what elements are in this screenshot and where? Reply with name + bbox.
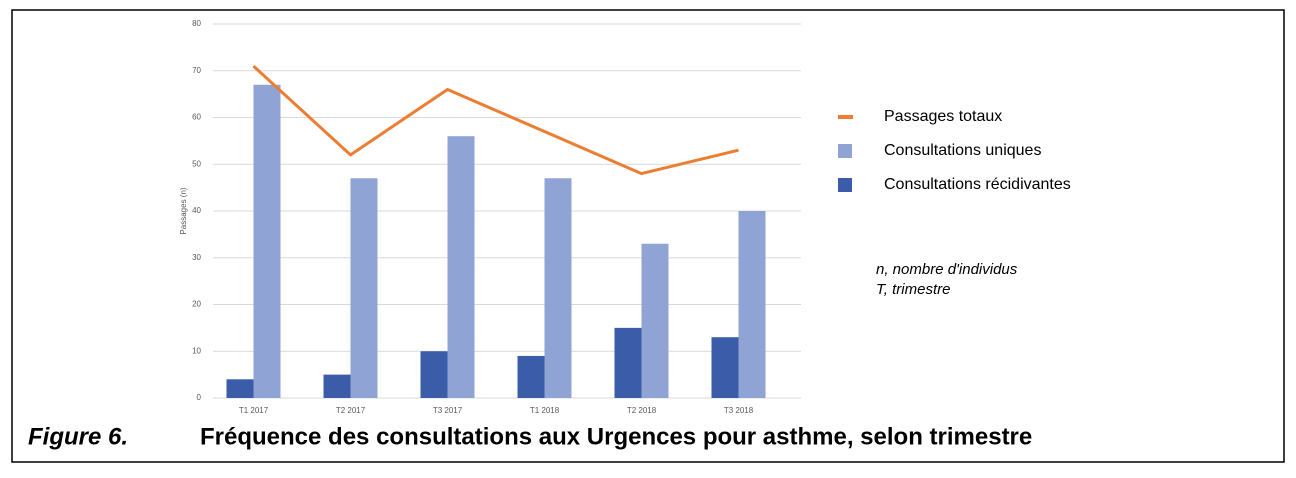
annotation: T, trimestre [876,281,950,298]
x-tick-label: T1 2017 [239,406,269,415]
bar [544,178,572,398]
bar [641,243,669,398]
y-tick-label: 50 [192,159,201,168]
y-tick-label: 80 [192,19,201,28]
bar [350,178,378,398]
y-axis-label: Passages (n) [179,187,188,234]
bar [226,379,254,398]
x-tick-label: T2 2018 [627,406,657,415]
x-tick-label: T3 2018 [724,406,754,415]
legend-marker [838,178,852,192]
chart-title: Fréquence des consultations aux Urgences… [200,423,1032,450]
y-tick-label: 70 [192,66,201,75]
bar [253,84,281,399]
y-tick-label: 20 [192,300,201,309]
bar [738,211,766,398]
x-tick-label: T2 2017 [336,406,366,415]
y-tick-label: 0 [197,393,202,402]
y-tick-label: 40 [192,206,201,215]
y-tick-label: 60 [192,113,201,122]
bar [447,136,475,398]
legend-marker [838,144,852,158]
annotation: n, nombre d'individus [876,261,1018,278]
legend-label: Consultations uniques [884,142,1041,159]
bar [614,327,642,398]
legend-marker [838,115,853,119]
y-tick-label: 30 [192,253,201,262]
bar [420,351,448,398]
legend-label: Passages totaux [884,108,1002,125]
bar [323,374,351,398]
frame [11,9,1285,463]
y-tick-label: 10 [192,346,201,355]
line [252,64,739,176]
figure-label: Figure 6. [28,423,128,450]
x-tick-label: T3 2017 [433,406,463,415]
bar [711,337,739,398]
legend-label: Consultations récidivantes [884,176,1071,193]
bar [517,355,545,398]
x-tick-label: T1 2018 [530,406,560,415]
